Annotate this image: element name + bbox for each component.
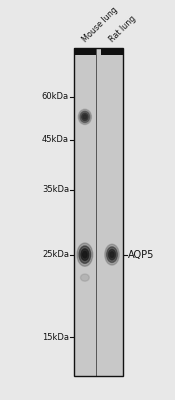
Text: Rat lung: Rat lung xyxy=(107,14,137,44)
Text: 25kDa: 25kDa xyxy=(42,250,69,259)
Ellipse shape xyxy=(82,113,88,121)
Ellipse shape xyxy=(78,109,91,124)
Ellipse shape xyxy=(107,247,117,262)
Ellipse shape xyxy=(105,244,119,265)
Bar xyxy=(74,48,123,376)
Text: AQP5: AQP5 xyxy=(128,250,154,260)
Text: 45kDa: 45kDa xyxy=(42,135,69,144)
Ellipse shape xyxy=(108,250,116,260)
Bar xyxy=(101,48,123,55)
Ellipse shape xyxy=(80,111,90,122)
Ellipse shape xyxy=(83,115,87,119)
Ellipse shape xyxy=(81,249,89,260)
Ellipse shape xyxy=(77,243,93,266)
Text: Mouse lung: Mouse lung xyxy=(80,5,119,44)
Text: 60kDa: 60kDa xyxy=(42,92,69,101)
Ellipse shape xyxy=(80,274,89,281)
Ellipse shape xyxy=(83,251,87,258)
Bar xyxy=(74,48,96,55)
Text: 15kDa: 15kDa xyxy=(42,333,69,342)
Bar xyxy=(74,48,123,376)
Ellipse shape xyxy=(79,246,91,263)
Ellipse shape xyxy=(110,252,114,258)
Text: 35kDa: 35kDa xyxy=(42,185,69,194)
